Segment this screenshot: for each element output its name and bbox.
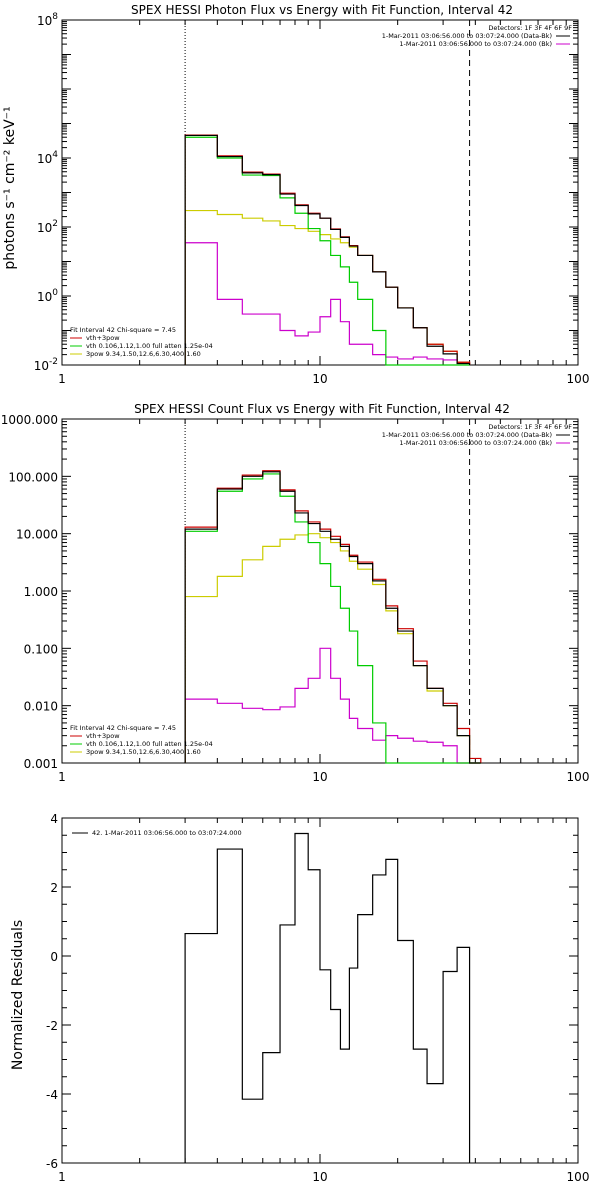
y-tick-label: 104 [37,150,58,166]
x-tick-label: 100 [567,372,590,386]
x-tick-label: 1 [58,372,66,386]
y-tick-label: 1000.000 [1,413,58,427]
x-tick-label: 1 [58,1170,66,1184]
x-tick-label: 10 [312,770,327,784]
x-tick-label: 10 [312,372,327,386]
count-flux-axes: 1 10 100 0.001 0.010 0.100 1.000 10.000 100.000 1… [1,413,590,784]
series-data [184,134,471,365]
series-bk [184,242,471,365]
count-flux-panel: SPEX HESSI Count Flux vs Energy with Fit… [1,402,590,784]
legend-top-header: Detectors: 1F 3F 4F 6F 9F [488,423,572,431]
y-tick-label: -2 [46,1019,58,1033]
plot-frame [61,19,579,366]
x-tick-label: 10 [312,1170,327,1184]
y-tick-label: 0.100 [24,642,58,656]
photon-flux-ylabel: photons s⁻¹ cm⁻² keV⁻¹ [2,106,18,269]
y-tick-label: 4 [50,812,58,826]
y-tick-label: 0 [50,950,58,964]
legend-top-entry: 1-Mar-2011 03:06:56.000 to 03:07:24.000 … [399,40,552,48]
y-tick-label: 2 [50,881,58,895]
legend-bottom-entry: 3pow 9.34,1.50,12.6,6.30,400,1.60 [86,350,201,358]
legend-bottom-header: Fit Interval 42 Chi-square = 7.45 [70,326,176,334]
legend-top-entry: 1-Mar-2011 03:06:56.000 to 03:07:24.000 … [399,439,552,447]
legend-bottom-header: Fit Interval 42 Chi-square = 7.45 [70,724,176,732]
series-residuals [184,832,471,1163]
photon-flux-axes: 1 10 100 10-2 100 102 104 108 [34,12,590,386]
photon-flux-title: SPEX HESSI Photon Flux vs Energy with Fi… [131,3,513,17]
y-tick-label: 100.000 [8,470,58,484]
legend-bottom-entry: vth+3pow [86,334,120,342]
y-tick-label: 10.000 [16,528,58,542]
y-tick-label: 102 [37,219,58,235]
residuals-plot-area [184,832,471,1163]
y-tick-label: 100 [37,288,58,304]
legend-top-header: Detectors: 1F 3F 4F 6F 9F [488,24,572,32]
legend-bottom-entry: 3pow 9.34,1.50,12.6,6.30,400,1.60 [86,748,201,756]
series-total [184,470,482,763]
legend-bottom-entry: vth+3pow [86,732,120,740]
legend-top-entry: 1-Mar-2011 03:06:56.000 to 03:07:24.000 … [382,32,552,40]
series-3pow [184,533,481,764]
y-tick-label: 10-2 [34,357,58,373]
residuals-panel: Normalized Residuals 1 10 100 4 2 0 -2 -4 -6 42.… [10,812,589,1184]
x-tick-label: 100 [567,1170,590,1184]
photon-flux-legends: Detectors: 1F 3F 4F 6F 9F1-Mar-2011 03:0… [70,24,572,358]
photon-flux-plot-area [184,20,471,366]
y-tick-label: -6 [46,1157,58,1171]
residuals-ylabel: Normalized Residuals [10,920,26,1070]
y-tick-label: 0.001 [24,757,58,771]
legend-bottom-entry: vth 0.106,1.12,1.00 full atten 1.25e-04 [86,342,213,350]
x-tick-label: 100 [567,770,590,784]
plot-frame [61,418,579,764]
y-tick-label: 1.000 [24,585,58,599]
count-flux-plot-area [184,419,482,764]
series-bk [184,647,481,764]
legend-entry: 42. 1-Mar-2011 03:06:56.000 to 03:07:24.… [92,829,242,837]
series-data [184,471,481,764]
series-vth [184,473,481,764]
count-flux-title: SPEX HESSI Count Flux vs Energy with Fit… [134,402,510,416]
legend-bottom-entry: vth 0.106,1.12,1.00 full atten 1.25e-04 [86,740,213,748]
y-tick-label: -4 [46,1088,58,1102]
residuals-axes: 1 10 100 4 2 0 -2 -4 -6 [46,812,589,1184]
legend-top-entry: 1-Mar-2011 03:06:56.000 to 03:07:24.000 … [382,431,552,439]
x-tick-label: 1 [58,770,66,784]
residuals-legends: 42. 1-Mar-2011 03:06:56.000 to 03:07:24.… [72,829,242,837]
y-tick-label: 108 [37,12,58,28]
photon-flux-panel: SPEX HESSI Photon Flux vs Energy with Fi… [2,3,589,386]
y-tick-label: 0.010 [24,700,58,714]
count-flux-legends: Detectors: 1F 3F 4F 6F 9F1-Mar-2011 03:0… [70,423,572,756]
